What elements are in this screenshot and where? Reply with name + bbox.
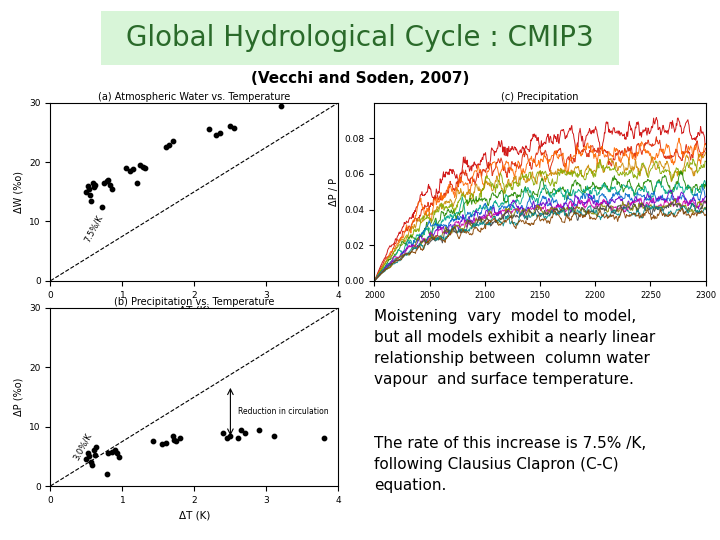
Point [228, 123, 240, 132]
Text: Moistening  vary  model to model,
but all models exhibit a nearly linear
relatio: Moistening vary model to model, but all … [374, 309, 655, 387]
Text: The rate of this increase is 7.5% /K,
following Clausius Clapron (C-C)
equation.: The rate of this increase is 7.5% /K, fo… [374, 436, 647, 494]
Point [81, 455, 92, 463]
X-axis label: ΔT (K): ΔT (K) [179, 305, 210, 315]
Point [101, 470, 112, 478]
Y-axis label: ΔP / P: ΔP / P [329, 178, 339, 206]
Point [101, 177, 112, 185]
Point [102, 449, 114, 458]
Point [84, 185, 95, 193]
Text: (Vecchi and Soden, 2007): (Vecchi and Soden, 2007) [251, 71, 469, 86]
Point [82, 449, 94, 458]
Point [253, 426, 265, 434]
Point [168, 435, 180, 444]
Point [127, 165, 139, 173]
FancyBboxPatch shape [101, 11, 619, 65]
Point [210, 131, 222, 139]
Point [86, 461, 98, 469]
Text: 3.0%/K: 3.0%/K [72, 431, 94, 461]
Point [109, 446, 121, 455]
Point [140, 164, 151, 172]
Text: Global Hydrological Cycle : CMIP3: Global Hydrological Cycle : CMIP3 [126, 24, 594, 52]
Point [89, 180, 101, 189]
X-axis label: ΔT (K): ΔT (K) [179, 510, 210, 520]
Point [137, 163, 148, 171]
Point [217, 428, 229, 437]
Point [239, 428, 251, 437]
Point [104, 180, 116, 189]
Title: (c) Precipitation: (c) Precipitation [501, 92, 579, 102]
Point [85, 458, 96, 467]
Point [89, 451, 101, 460]
Point [275, 101, 287, 110]
Point [156, 440, 168, 449]
Title: (a) Atmospheric Water vs. Temperature: (a) Atmospheric Water vs. Temperature [98, 92, 291, 102]
Point [167, 137, 179, 145]
Point [87, 178, 99, 187]
Point [81, 187, 92, 196]
Point [221, 434, 233, 443]
Point [82, 181, 94, 190]
Point [135, 160, 146, 169]
Point [102, 176, 114, 184]
Point [112, 449, 123, 458]
Point [268, 431, 279, 440]
Point [171, 437, 182, 446]
Point [120, 164, 132, 172]
Point [99, 178, 110, 187]
Point [167, 431, 179, 440]
Point [124, 166, 135, 175]
Point [91, 443, 102, 451]
Point [160, 143, 171, 151]
Point [96, 202, 108, 211]
Point [88, 446, 99, 455]
Point [174, 434, 186, 443]
Point [225, 431, 236, 440]
Point [131, 178, 143, 187]
Point [235, 426, 247, 434]
Point [84, 452, 95, 461]
Point [84, 190, 96, 199]
Point [113, 453, 125, 462]
Point [106, 185, 117, 193]
Text: 7.5%/K: 7.5%/K [83, 214, 104, 244]
Point [232, 434, 243, 443]
Point [318, 434, 330, 443]
Point [163, 141, 175, 150]
Y-axis label: ΔP (%o): ΔP (%o) [14, 377, 24, 416]
Point [214, 129, 225, 138]
Point [225, 122, 236, 131]
Point [147, 437, 158, 446]
Text: Reduction in circulation: Reduction in circulation [238, 407, 328, 416]
Y-axis label: ΔW (%o): ΔW (%o) [14, 171, 24, 213]
Point [88, 183, 99, 191]
Point [86, 197, 97, 205]
Title: (b) Precipitation vs. Temperature: (b) Precipitation vs. Temperature [114, 297, 274, 307]
Point [203, 125, 215, 133]
Point [106, 447, 117, 456]
Point [160, 439, 171, 448]
